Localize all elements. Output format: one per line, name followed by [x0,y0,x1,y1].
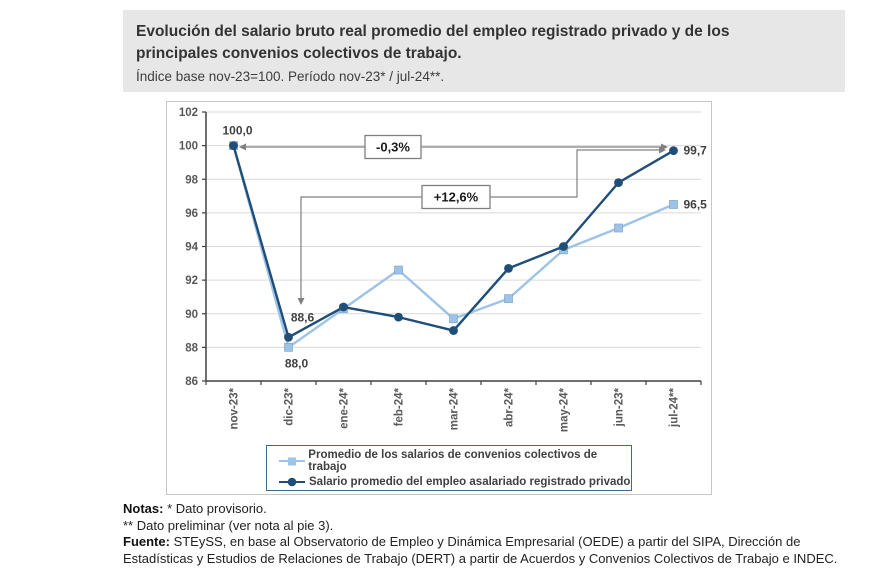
y-tick-label: 90 [185,309,198,321]
data-point [339,302,348,312]
data-point [394,312,403,322]
legend-square-marker-icon [279,457,305,465]
x-tick-label: feb-24* [394,387,406,426]
y-tick-label: 88 [185,342,198,354]
annotation-line [489,149,662,198]
data-label: 96,5 [684,197,708,211]
arrowhead-icon [297,298,305,305]
data-point [614,223,623,233]
y-tick-label: 96 [185,208,198,220]
legend-circle-marker-icon [279,477,305,486]
data-point [284,332,293,342]
chart-legend: Promedio de los salarios de convenios co… [266,445,632,491]
title-box: Evolución del salario bruto real promedi… [123,10,845,92]
series-line-1 [232,145,675,339]
x-tick-label: jun-23* [614,387,626,427]
line-chart: 86 88 90 92 94 96 98 100 102 nov-23* dic-23* ene-24… [179,107,708,432]
note-source: Fuente: STEySS, en base al Observatorio … [123,534,838,566]
annotation-label: +12,6% [434,190,479,205]
x-tick-label: mar-24* [449,387,461,430]
data-point [559,242,568,251]
data-label: 100,0 [222,124,252,138]
data-label: 88,0 [285,356,309,370]
data-point [504,263,513,273]
note-preliminary: ** Dato preliminar (ver nota al pie 3). [123,517,334,533]
notes-block: Notas: * Dato provisorio. ** Dato prelim… [123,501,867,567]
arrowhead-icon [239,143,246,151]
x-tick-label: abr-24* [504,387,516,427]
y-tick-label: 98 [185,174,198,186]
data-point [614,178,623,188]
y-tick-label: 92 [185,275,198,287]
chart-subtitle: Índice base nov-23=100. Período nov-23* … [136,69,445,84]
x-tick-label: ene-24* [339,387,351,428]
legend-label: Promedio de los salarios de convenios co… [308,448,598,473]
data-point [394,265,403,275]
y-tick-label: 102 [179,107,198,119]
legend-item-privado: Salario promedio del empleo asalariado r… [277,476,631,488]
data-point [449,314,458,324]
y-tick-label: 94 [185,242,198,254]
x-tick-label: dic-23* [284,387,296,425]
x-tick-label: may-24* [559,387,571,432]
y-tick-label: 86 [185,376,198,388]
annotation-label: -0,3% [376,140,410,155]
x-tick-label: nov-23* [229,387,241,429]
annotation-box [421,184,491,210]
x-tick-label: jul-24** [669,387,681,428]
chart-area: 86 88 90 92 94 96 98 100 102 nov-23* dic-23* ene-24… [166,101,712,495]
y-tick-label: 100 [179,141,198,153]
annotation-line [300,196,423,299]
arrowhead-icon [659,146,666,154]
data-label: 88,6 [291,310,315,324]
legend-label: Salario promedio del empleo asalariado r… [309,475,631,488]
data-point [229,141,238,151]
data-point [669,146,678,156]
data-point [284,343,293,352]
data-point [449,326,458,335]
annotation-box [364,134,422,160]
data-label: 99,7 [684,144,708,158]
note-provisional: Notas: * Dato provisorio. [123,501,267,516]
data-point [504,294,513,303]
legend-item-convenios: Promedio de los salarios de convenios co… [277,449,631,473]
data-point [669,200,678,209]
chart-title: Evolución del salario bruto real promedi… [136,23,730,62]
